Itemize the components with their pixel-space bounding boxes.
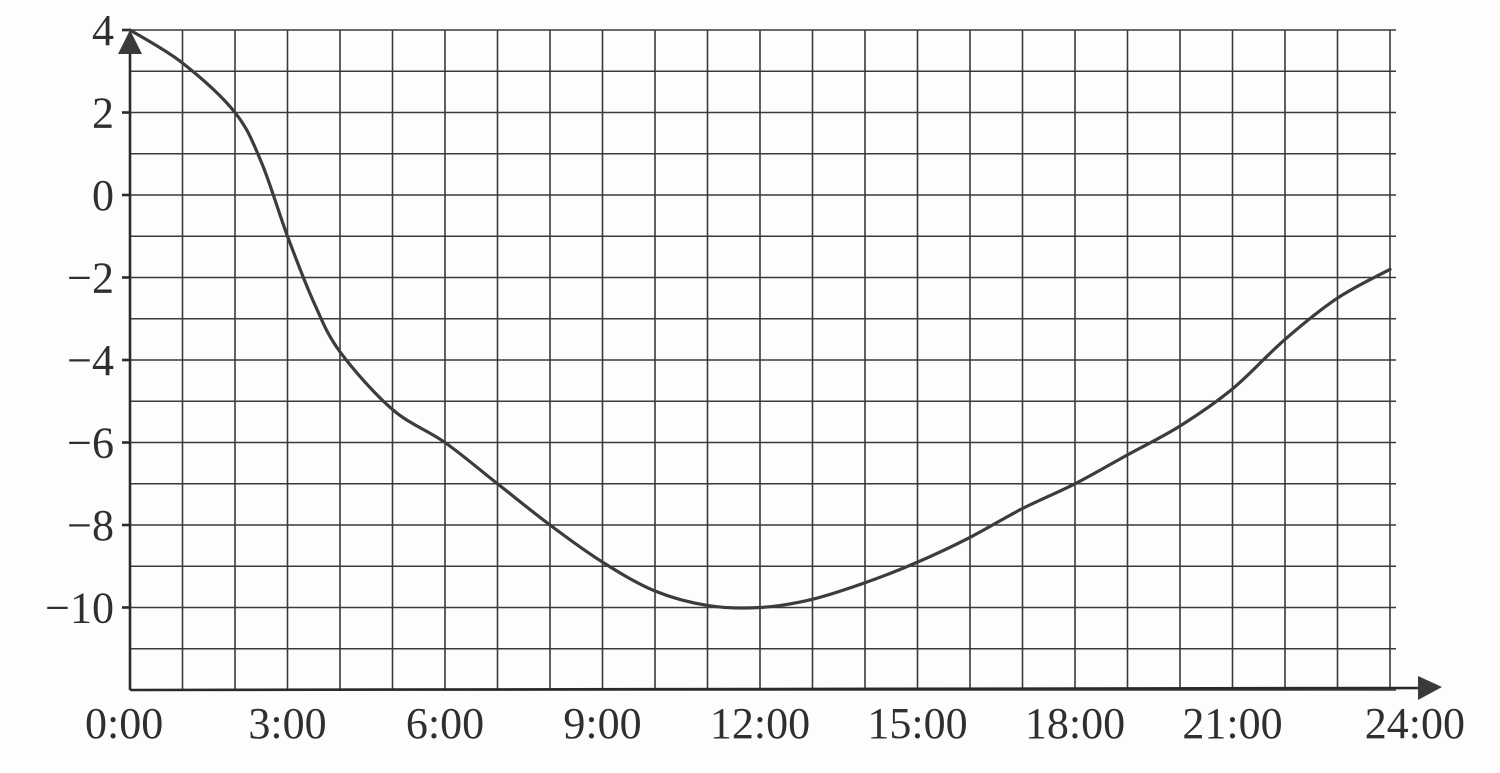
- x-tick-label: 15:00: [867, 699, 967, 748]
- y-tick-label: −6: [67, 419, 114, 468]
- x-axis-arrowhead: [1418, 676, 1442, 700]
- y-axis-arrowhead: [118, 30, 142, 54]
- x-tick-label: 12:00: [710, 699, 810, 748]
- y-tick-label: −2: [67, 254, 114, 303]
- y-tick-label: −8: [67, 501, 114, 550]
- x-tick-label: 24:00: [1365, 699, 1465, 748]
- y-tick-label: 4: [92, 6, 114, 55]
- y-tick-label: −10: [45, 584, 114, 633]
- x-tick-label: 6:00: [406, 699, 484, 748]
- axes: [118, 30, 1442, 700]
- y-tick-label: 2: [92, 89, 114, 138]
- x-tick-label: 3:00: [248, 699, 326, 748]
- x-tick-label: 18:00: [1025, 699, 1125, 748]
- x-tick-labels: 0:00 3:00 6:00 9:00 12:00 15:00 18:00 21:00 24:0…: [85, 699, 1465, 748]
- grid: [129, 29, 1396, 691]
- y-tick-labels: 4 2 0 −2 −4 −6 −8 −10: [45, 6, 130, 633]
- series-line: [128, 28, 1392, 610]
- x-axis: [129, 686, 1421, 692]
- x-tick-label: 0:00: [85, 699, 163, 748]
- y-tick-label: 0: [92, 171, 114, 220]
- y-tick-label: −4: [67, 336, 114, 385]
- x-tick-label: 21:00: [1182, 699, 1282, 748]
- x-tick-label: 9:00: [563, 699, 641, 748]
